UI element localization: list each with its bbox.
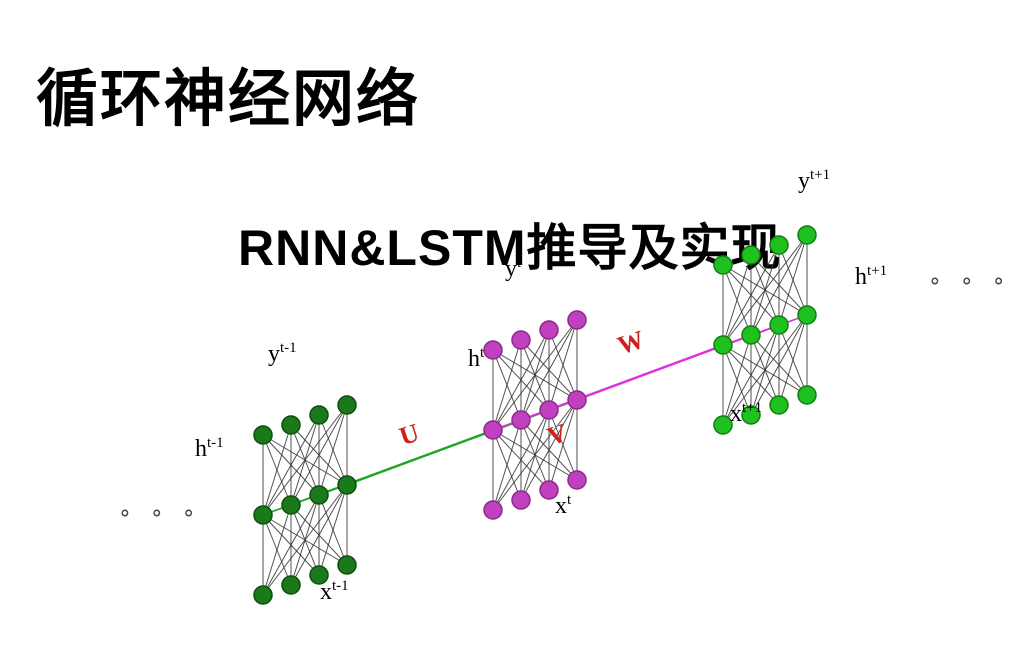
label-x-t-minus-1: xt-1 [320, 578, 349, 606]
label-y-t-plus-1: yt+1 [798, 167, 830, 195]
rnn-diagram [0, 0, 1034, 649]
label-x-t-plus-1: xt+1 [730, 400, 762, 428]
label-x-t: xt [555, 492, 571, 520]
label-h-t: ht [468, 345, 484, 373]
label-h-t-minus-1: ht-1 [195, 435, 224, 463]
label-h-t-plus-1: ht+1 [855, 263, 887, 291]
label-y-t-minus-1: yt-1 [268, 340, 297, 368]
ellipsis-left: ∘ ∘ ∘ [118, 500, 202, 526]
label-y-t: yt [505, 255, 521, 283]
ellipsis-right: ∘ ∘ ∘ [928, 268, 1012, 294]
